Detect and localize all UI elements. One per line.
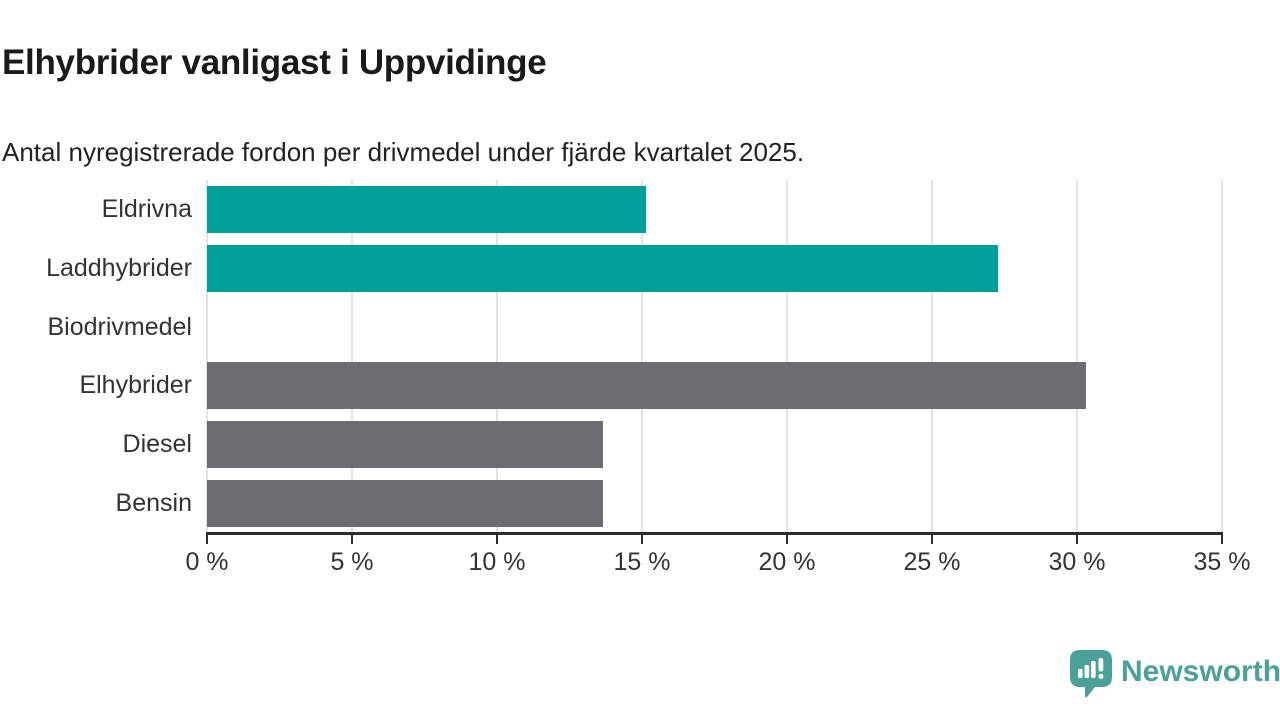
x-axis-tick-label: 30 % xyxy=(1048,548,1106,576)
gridline xyxy=(496,180,498,533)
page-title: Elhybrider vanligast i Uppvidinge xyxy=(2,43,547,83)
x-axis-tick-label: 20 % xyxy=(758,548,816,576)
bar xyxy=(207,421,603,469)
page-subtitle: Antal nyregistrerade fordon per drivmede… xyxy=(2,137,805,167)
bar xyxy=(207,362,1086,410)
newsworthy-logo-icon xyxy=(1070,650,1112,698)
x-axis-tick xyxy=(496,535,498,544)
gridline xyxy=(931,180,933,533)
bar xyxy=(207,480,603,528)
x-axis-tick-label: 25 % xyxy=(903,548,961,576)
category-label: Bensin xyxy=(115,489,192,518)
gridline xyxy=(206,180,208,533)
newsworthy-logo: Newsworthy xyxy=(1070,650,1280,700)
x-axis-tick-label: 10 % xyxy=(468,548,526,576)
category-label: Elhybrider xyxy=(79,371,192,400)
x-axis-tick-label: 35 % xyxy=(1193,548,1251,576)
x-axis-tick xyxy=(1221,535,1223,544)
gridline xyxy=(1076,180,1078,533)
gridline xyxy=(641,180,643,533)
x-axis-line xyxy=(206,532,1223,535)
gridline xyxy=(351,180,353,533)
x-axis-tick-label: 15 % xyxy=(613,548,671,576)
bar xyxy=(207,244,998,292)
newsworthy-logo-text: Newsworthy xyxy=(1121,655,1280,688)
category-label: Biodrivmedel xyxy=(47,312,192,341)
x-axis-tick xyxy=(351,535,353,544)
gridline xyxy=(786,180,788,533)
x-axis-tick xyxy=(931,535,933,544)
category-label: Laddhybrider xyxy=(46,253,192,282)
category-label: Eldrivna xyxy=(101,194,192,223)
x-axis-tick-label: 0 % xyxy=(185,548,229,576)
x-axis-tick xyxy=(1076,535,1078,544)
bar xyxy=(207,185,647,233)
x-axis-tick xyxy=(786,535,788,544)
x-axis-tick-label: 5 % xyxy=(330,548,374,576)
x-axis-tick xyxy=(641,535,643,544)
category-label: Diesel xyxy=(122,430,192,459)
x-axis-tick xyxy=(206,535,208,544)
gridline xyxy=(1221,180,1223,533)
